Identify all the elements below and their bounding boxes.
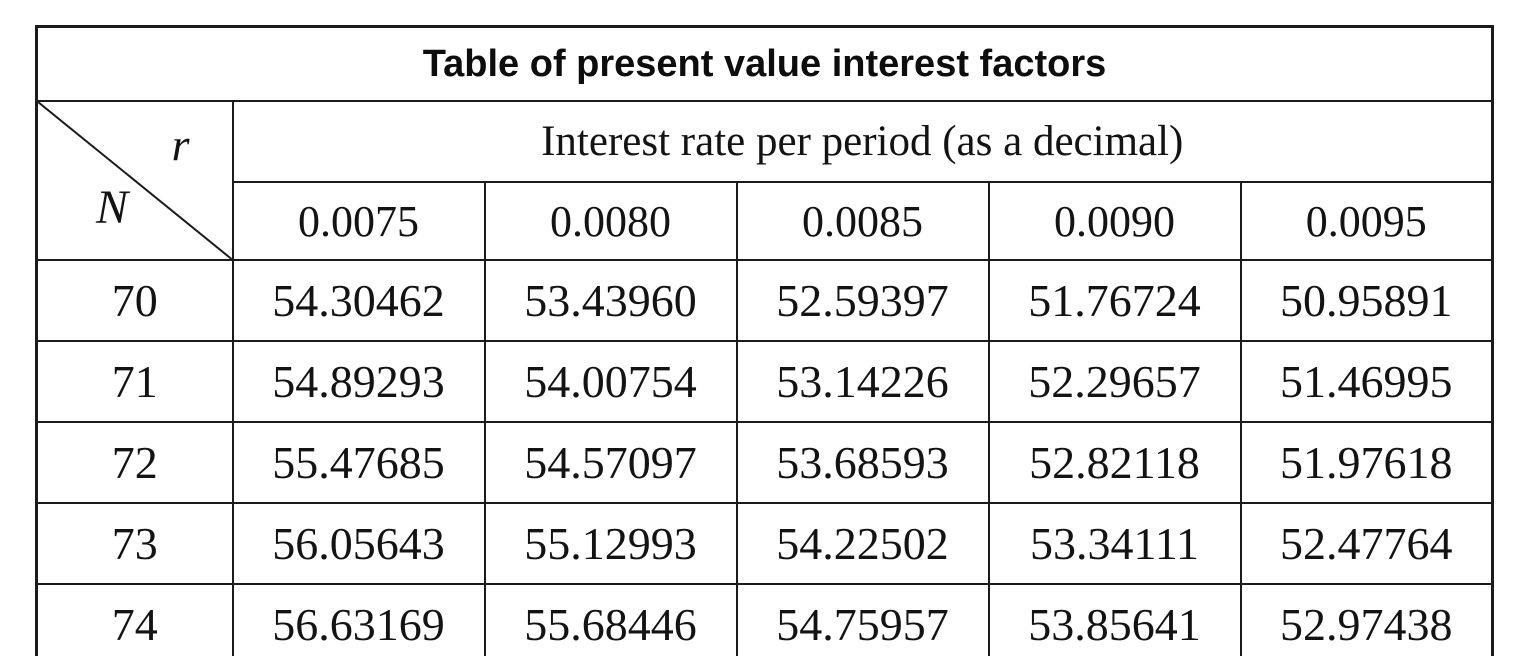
- corner-label-n: N: [96, 181, 129, 234]
- present-value-table: Table of present value interest factors …: [35, 25, 1494, 656]
- rate-group-header: Interest rate per period (as a decimal): [231, 100, 1494, 183]
- factor-value: 55.47685: [231, 421, 486, 504]
- table-row: 73 56.05643 55.12993 54.22502 53.34111 5…: [35, 502, 1494, 585]
- factor-value: 52.47764: [1239, 502, 1494, 585]
- diagonal-divider-line: [38, 102, 232, 259]
- factor-value: 53.68593: [735, 421, 990, 504]
- corner-cell: r N: [35, 100, 234, 261]
- factor-value: 53.14226: [735, 340, 990, 423]
- factor-value: 54.30462: [231, 259, 486, 342]
- factor-value: 54.57097: [483, 421, 738, 504]
- rate-header: 0.0085: [735, 181, 990, 261]
- n-value: 74: [35, 583, 234, 656]
- title-row: Table of present value interest factors: [35, 25, 1494, 102]
- corner-label-r: r: [171, 119, 190, 170]
- factor-value: 51.76724: [987, 259, 1242, 342]
- factor-value: 54.22502: [735, 502, 990, 585]
- factor-value: 54.00754: [483, 340, 738, 423]
- n-value: 70: [35, 259, 234, 342]
- factor-value: 51.97618: [1239, 421, 1494, 504]
- group-header-row: r N Interest rate per period (as a decim…: [35, 100, 1494, 261]
- table-row: 70 54.30462 53.43960 52.59397 51.76724 5…: [35, 259, 1494, 342]
- table-title: Table of present value interest factors: [35, 25, 1494, 102]
- rate-header: 0.0080: [483, 181, 738, 261]
- factor-value: 52.29657: [987, 340, 1242, 423]
- n-value: 72: [35, 421, 234, 504]
- factor-value: 56.05643: [231, 502, 486, 585]
- factor-value: 56.63169: [231, 583, 486, 656]
- factor-value: 50.95891: [1239, 259, 1494, 342]
- factor-value: 52.82118: [987, 421, 1242, 504]
- rate-header-row: 0.0075 0.0080 0.0085 0.0090 0.0095: [37, 181, 1494, 261]
- table-row: 74 56.63169 55.68446 54.75957 53.85641 5…: [35, 583, 1494, 656]
- rate-header: 0.0095: [1239, 181, 1494, 261]
- factor-value: 55.12993: [483, 502, 738, 585]
- rate-header: 0.0090: [987, 181, 1242, 261]
- table-row: 71 54.89293 54.00754 53.14226 52.29657 5…: [35, 340, 1494, 423]
- factor-value: 55.68446: [483, 583, 738, 656]
- factor-value: 54.75957: [735, 583, 990, 656]
- factor-value: 51.46995: [1239, 340, 1494, 423]
- factor-value: 52.59397: [735, 259, 990, 342]
- rate-header: 0.0075: [231, 181, 486, 261]
- factor-value: 53.34111: [987, 502, 1242, 585]
- factor-value: 52.97438: [1239, 583, 1494, 656]
- factor-value: 53.43960: [483, 259, 738, 342]
- n-value: 73: [35, 502, 234, 585]
- factor-value: 54.89293: [231, 340, 486, 423]
- n-value: 71: [35, 340, 234, 423]
- factor-value: 53.85641: [987, 583, 1242, 656]
- table-row: 72 55.47685 54.57097 53.68593 52.82118 5…: [35, 421, 1494, 504]
